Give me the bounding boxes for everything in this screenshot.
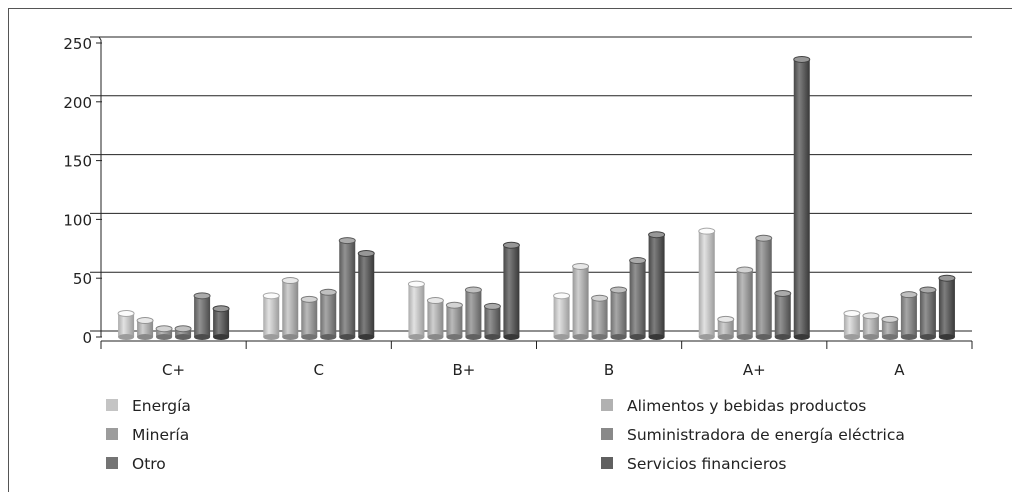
bar xyxy=(357,250,375,340)
x-category-label: C xyxy=(314,361,324,379)
legend-swatch xyxy=(601,457,613,469)
bar xyxy=(553,292,571,340)
legend-label: Minería xyxy=(132,426,189,444)
legend-swatch xyxy=(106,428,118,440)
legend-swatch xyxy=(601,399,613,411)
bar xyxy=(755,234,773,340)
y-axis: 0 50 100 150 200 250 xyxy=(63,35,102,347)
chart-frame xyxy=(8,8,1012,492)
bar xyxy=(648,231,666,340)
bar xyxy=(900,291,918,340)
bar xyxy=(698,227,716,340)
bars xyxy=(117,55,956,340)
bar xyxy=(426,297,444,340)
bar xyxy=(212,305,230,340)
bar xyxy=(919,286,937,340)
legend-item: Servicios financieros xyxy=(601,455,786,473)
legend-item: Suministradora de energía eléctrica xyxy=(601,426,905,444)
legend-label: Servicios financieros xyxy=(627,455,786,473)
legend-item: Otro xyxy=(106,455,166,473)
x-category-label: B+ xyxy=(452,361,475,379)
legend-label: Energía xyxy=(132,397,191,415)
bar xyxy=(464,286,482,340)
grid-lines xyxy=(90,36,972,332)
x-category-label: B xyxy=(604,361,614,379)
y-tick-label: 100 xyxy=(63,211,92,229)
legend-item: Minería xyxy=(106,426,189,444)
y-tick-label: 200 xyxy=(63,94,92,112)
bar xyxy=(591,294,609,340)
bar xyxy=(629,257,647,340)
legend-label: Suministradora de energía eléctrica xyxy=(627,426,905,444)
bar xyxy=(193,292,211,340)
legend-swatch xyxy=(106,399,118,411)
bar xyxy=(881,315,899,340)
bar xyxy=(319,288,337,340)
legend: Energía Minería Otro Alimentos y bebidas pr… xyxy=(106,397,905,473)
bar xyxy=(610,286,628,340)
bar xyxy=(338,237,356,340)
bar xyxy=(445,301,463,340)
bar xyxy=(938,274,956,340)
bar xyxy=(117,309,135,340)
legend-item: Alimentos y bebidas productos xyxy=(601,397,866,415)
y-tick-label: 50 xyxy=(73,270,92,288)
x-category-label: A xyxy=(894,361,905,379)
bar xyxy=(572,262,590,340)
bar xyxy=(717,315,735,340)
legend-label: Otro xyxy=(132,455,166,473)
x-category-label: A+ xyxy=(743,361,766,379)
bar xyxy=(862,312,880,340)
bar xyxy=(281,277,299,340)
y-tick-label: 150 xyxy=(63,153,92,171)
bar xyxy=(407,280,425,340)
bar xyxy=(155,325,173,340)
bar xyxy=(843,309,861,340)
bar xyxy=(736,266,754,340)
legend-swatch xyxy=(601,428,613,440)
bar xyxy=(300,295,318,340)
bar xyxy=(174,325,192,340)
y-tick-label: 250 xyxy=(63,35,92,53)
x-category-label: C+ xyxy=(162,361,185,379)
legend-item: Energía xyxy=(106,397,191,415)
legend-swatch xyxy=(106,457,118,469)
y-tick-label: 0 xyxy=(82,329,92,347)
y-axis-depth-line xyxy=(98,36,102,41)
x-axis: C+ C B+ B A+ A xyxy=(100,340,973,379)
bar xyxy=(502,241,520,340)
bar xyxy=(774,289,792,340)
legend-label: Alimentos y bebidas productos xyxy=(627,397,866,415)
bar xyxy=(262,292,280,340)
bar xyxy=(483,302,501,340)
bar xyxy=(793,55,811,340)
bar xyxy=(136,317,154,340)
